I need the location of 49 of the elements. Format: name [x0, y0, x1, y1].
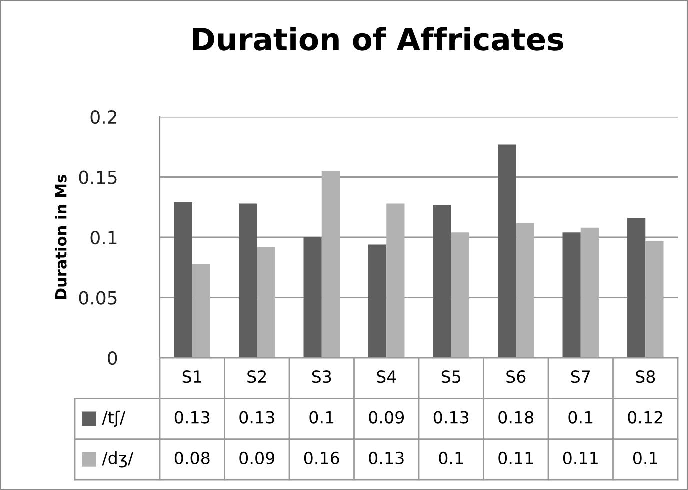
- data-label: 0.1: [310, 411, 334, 424]
- bar: [257, 247, 276, 358]
- x-tick-label: S4: [377, 370, 396, 384]
- y-tick-label: 0.2: [90, 110, 117, 124]
- bar: [627, 218, 646, 358]
- bar: [192, 264, 211, 358]
- bar: [238, 204, 258, 358]
- bar: [322, 171, 340, 358]
- data-label: 0.13: [434, 411, 469, 424]
- x-tick-label: S3: [312, 370, 332, 384]
- x-tick-label: S7: [571, 370, 590, 384]
- bar: [516, 223, 534, 358]
- data-label: 0.11: [498, 452, 534, 465]
- x-tick-label: S8: [636, 370, 656, 384]
- bar: [580, 228, 600, 358]
- x-tick-label: S5: [442, 370, 461, 384]
- data-label: 0.09: [369, 411, 404, 424]
- data-label: 0.13: [174, 411, 210, 424]
- bar: [433, 204, 452, 358]
- bar: [498, 144, 516, 358]
- bar: [646, 241, 664, 358]
- data-label: 0.09: [240, 452, 275, 465]
- y-tick-label: 0.15: [79, 170, 117, 184]
- data-label: 0.1: [439, 452, 464, 465]
- bar: [451, 232, 470, 358]
- bar: [368, 244, 387, 358]
- legend-label: /dʒ/: [102, 452, 134, 468]
- legend-label: /tʃ/: [102, 410, 126, 428]
- y-tick-label: 0: [108, 351, 118, 366]
- x-tick-label: S1: [182, 370, 202, 384]
- data-label: 0.13: [369, 452, 404, 465]
- bar: [386, 204, 405, 358]
- data-label: 0.13: [240, 411, 274, 424]
- x-tick-label: S6: [506, 370, 526, 384]
- x-tick-label: S2: [248, 370, 266, 384]
- bar: [562, 232, 581, 358]
- data-label: 0.08: [174, 452, 210, 465]
- data-label: 0.1: [568, 411, 593, 424]
- y-tick-label: 0.05: [79, 291, 117, 305]
- y-tick-label: 0.1: [90, 230, 117, 245]
- data-label: 0.12: [628, 411, 663, 424]
- chart-title: Duration of Affricates: [193, 27, 564, 51]
- data-label: 0.16: [304, 452, 340, 465]
- y-axis-title: Duration in Ms: [55, 175, 67, 300]
- data-label: 0.11: [563, 452, 598, 465]
- data-label: 0.1: [633, 452, 658, 465]
- bar: [174, 202, 192, 358]
- bar: [304, 238, 322, 358]
- data-label: 0.18: [498, 411, 534, 424]
